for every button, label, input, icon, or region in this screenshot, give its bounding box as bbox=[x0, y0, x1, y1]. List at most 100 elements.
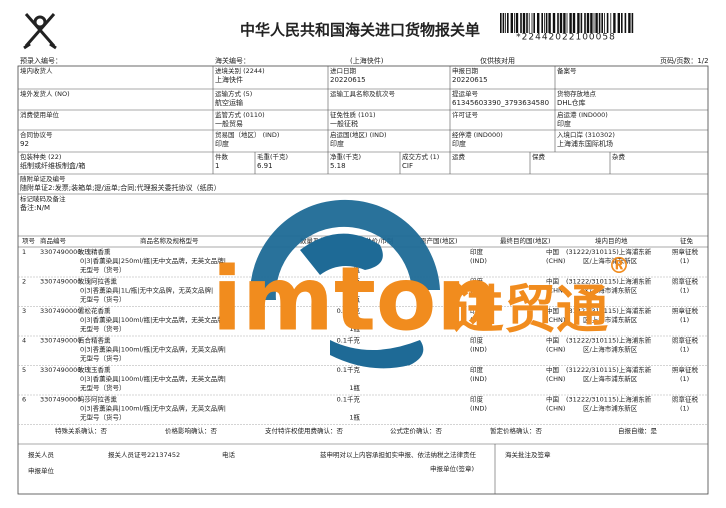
item-exempt: 照章征税 bbox=[672, 394, 699, 403]
bar bbox=[559, 13, 563, 33]
field-value: 印度 bbox=[557, 119, 571, 128]
item-qty-unit: 1瓶 bbox=[349, 384, 360, 392]
footer-statement: 兹申明对以上内容承担如实申报、依法纳税之法律责任 bbox=[320, 450, 477, 459]
bar bbox=[514, 13, 515, 33]
item-domestic: (31222/310115)上海浦东新 bbox=[566, 394, 652, 403]
item-domestic: 区/上海市浦东新区 bbox=[583, 403, 638, 412]
barcode bbox=[500, 13, 634, 33]
item-spec: 0|3|香薰染具|100ml/瓶|无中文品牌，无英文品牌| bbox=[80, 315, 226, 324]
bar bbox=[617, 13, 620, 33]
watermark-brand: imton bbox=[212, 248, 499, 351]
watermark-brand-cn: 进贸通 bbox=[452, 281, 608, 341]
bar bbox=[528, 13, 530, 33]
item-model: 无型号（货号） bbox=[80, 383, 126, 392]
item-model: 无型号（货号） bbox=[80, 353, 126, 362]
bar bbox=[515, 13, 519, 33]
bar bbox=[586, 13, 590, 33]
item-model: 无型号（货号） bbox=[80, 412, 126, 421]
field-label: 贸易国（地区） (IND) bbox=[215, 130, 279, 139]
item-qty: 1千克 bbox=[343, 276, 361, 285]
field-value: 1 bbox=[215, 162, 219, 170]
bar bbox=[526, 13, 528, 33]
item-origin-code: (IND) bbox=[470, 257, 487, 265]
check-note: 仅供核对用 bbox=[480, 56, 515, 65]
field-label: 进口日期 bbox=[330, 67, 357, 75]
item-dest-code: (CHN) bbox=[546, 375, 565, 383]
field-label: 启运国(地区) (IND) bbox=[330, 130, 387, 139]
bar bbox=[557, 13, 559, 33]
footer-phone: 电话 bbox=[222, 450, 236, 459]
bar bbox=[531, 13, 533, 33]
confirmation: 支付特许权使用费确认：否 bbox=[265, 426, 344, 435]
item-domestic: 区/上海市浦东新区 bbox=[583, 285, 638, 294]
bar bbox=[584, 13, 586, 33]
confirmation: 公式定价确认：否 bbox=[390, 426, 443, 435]
bar bbox=[500, 13, 502, 33]
field-label: 运费 bbox=[452, 152, 466, 161]
bar bbox=[593, 13, 595, 33]
bar bbox=[505, 13, 506, 33]
field-label: 进境关别 (2244) bbox=[215, 66, 265, 75]
item-origin-code: (IND) bbox=[470, 345, 487, 353]
field-label: 毛重(千克) bbox=[257, 152, 288, 161]
field-value: 一般征税 bbox=[330, 119, 358, 128]
item-no: 1 bbox=[22, 248, 26, 256]
item-no: 3 bbox=[22, 307, 26, 315]
field-label: 申报日期 bbox=[452, 66, 479, 75]
item-dest-code: (CHN) bbox=[546, 316, 565, 324]
footer-unit-seal: 申报单位(签章) bbox=[430, 464, 474, 473]
field-label: 保费 bbox=[532, 152, 546, 161]
item-dest: 中国 bbox=[546, 335, 559, 344]
item-domestic: (31222/310115)上海浦东新 bbox=[566, 365, 652, 374]
bar bbox=[541, 13, 543, 33]
item-domestic: 区/上海市浦东新区 bbox=[583, 256, 638, 265]
item-origin-code: (IND) bbox=[470, 316, 487, 324]
watermark-registered: ® bbox=[608, 254, 630, 279]
item-dest: 中国 bbox=[546, 247, 559, 256]
item-qty-unit: 1瓶 bbox=[349, 266, 360, 274]
bar bbox=[572, 13, 576, 33]
item-origin: 印度 bbox=[470, 394, 484, 403]
port-note: (上海快件) bbox=[350, 56, 384, 65]
item-spec: 0|3|香薰染具|100ml/瓶|无中文品牌，无英文品牌| bbox=[80, 403, 226, 412]
field-label: 启运港 (IND000) bbox=[557, 110, 608, 119]
column-header: 原产国(地区) bbox=[420, 236, 458, 245]
item-exempt: 照章征税 bbox=[672, 365, 699, 374]
logo-dragon bbox=[300, 233, 383, 275]
item-qty-unit: 1瓶 bbox=[349, 325, 360, 333]
field-label: 入境口岸 (310302) bbox=[557, 130, 615, 139]
logo-arc bbox=[249, 199, 440, 300]
item-exempt-code: (1) bbox=[680, 316, 689, 324]
item-qty: 0.1千克 bbox=[337, 394, 361, 403]
item-qty: 0.1千克 bbox=[337, 306, 361, 315]
field-value: 随附单证2:发票;装箱单;提/运单;合同;代理报关委托协议（纸质） bbox=[20, 183, 221, 192]
bar bbox=[566, 13, 568, 33]
bar bbox=[563, 13, 566, 33]
field-value: CIF bbox=[402, 162, 413, 170]
bar bbox=[606, 13, 609, 33]
field-label: 境内收货人 bbox=[20, 66, 53, 75]
field-value: 航空运输 bbox=[215, 98, 243, 107]
item-code: 3307490000 bbox=[40, 277, 81, 285]
bar bbox=[598, 13, 601, 33]
item-exempt-code: (1) bbox=[680, 257, 689, 265]
bar bbox=[628, 13, 631, 33]
bar bbox=[604, 13, 605, 33]
bar bbox=[537, 13, 540, 33]
customs-no: 海关编号： bbox=[215, 56, 250, 65]
field-value: DHL仓库 bbox=[557, 98, 586, 107]
field-value: 61345603390_3793634580 bbox=[452, 99, 549, 107]
field-label: 境外发货人 (NO) bbox=[20, 89, 70, 98]
field-label: 消费使用单位 bbox=[20, 110, 60, 119]
item-origin: 印度 bbox=[470, 365, 484, 374]
bar bbox=[580, 13, 583, 33]
item-code: 3307490000 bbox=[40, 248, 81, 256]
item-name: 玫瑰精香熏 bbox=[78, 247, 111, 256]
item-no: 4 bbox=[22, 336, 26, 344]
bar bbox=[610, 13, 612, 33]
field-label: 杂费 bbox=[612, 152, 626, 161]
field-label: 成交方式 (1) bbox=[402, 152, 439, 161]
item-spec: 0|3|香薰染具|1L/瓶|无中文品牌，无英文品牌| bbox=[80, 285, 213, 294]
field-value: 印度 bbox=[330, 139, 344, 148]
